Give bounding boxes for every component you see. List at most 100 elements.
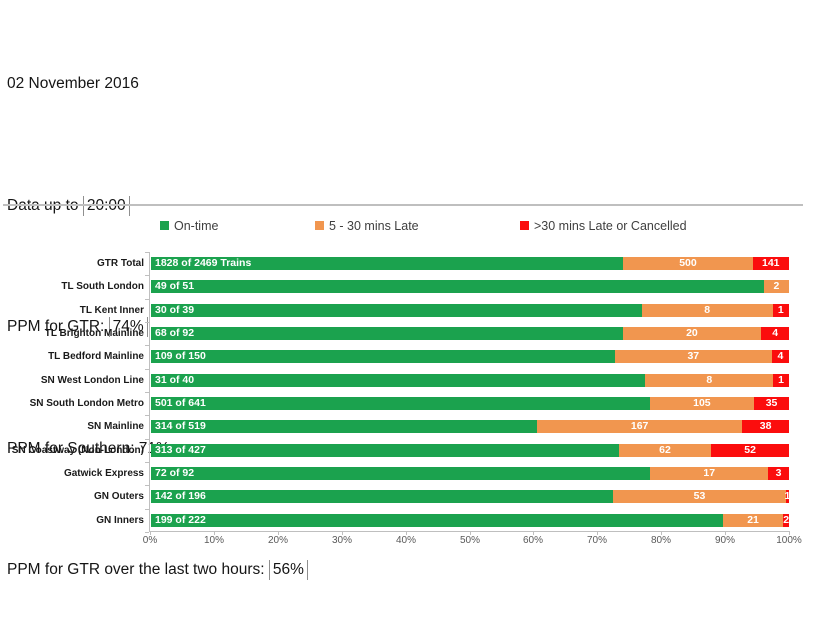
bar-value-label: 1828 of 2469 Trains <box>155 257 252 269</box>
bar-segment-late: 105 <box>649 397 755 410</box>
bar-value-label: 141 <box>761 257 780 269</box>
x-axis-tick <box>597 532 598 535</box>
category-tick <box>145 532 149 533</box>
bar-value-label: 49 of 51 <box>155 280 195 292</box>
bar-segment-cancelled: 1 <box>772 304 789 317</box>
bar-value-label: 1 <box>784 490 791 502</box>
date-line: 02 November 2016 <box>7 64 308 105</box>
category-tick <box>145 485 149 486</box>
ppm-gtr-field[interactable]: 74% <box>108 317 148 337</box>
bar-value-label: 1 <box>777 304 784 316</box>
bar-segment-late: 167 <box>536 420 743 433</box>
legend-swatch-icon <box>520 221 529 230</box>
category-label: SN South London Metro <box>29 398 144 409</box>
category-tick <box>145 369 149 370</box>
bar-segment-cancelled: 4 <box>761 327 789 340</box>
category-label: GN Inners <box>96 515 144 526</box>
bar-value-label: 30 of 39 <box>155 304 195 316</box>
category-label: GN Outers <box>93 491 144 502</box>
x-axis-tick <box>533 532 534 535</box>
bar-value-label: 142 of 196 <box>155 490 206 502</box>
bar-segment-late: 8 <box>641 304 773 317</box>
bar-value-label: 62 <box>659 444 671 456</box>
bar-value-label: 68 of 92 <box>155 327 195 339</box>
x-axis-tick <box>470 532 471 535</box>
bar-segment-on-time: 30 of 39 <box>151 304 642 317</box>
bar-value-label: 20 <box>686 327 698 339</box>
bar-segment-on-time: 142 of 196 <box>151 490 614 503</box>
bar-segment-cancelled: 3 <box>768 467 789 480</box>
x-axis-tick-label: 20% <box>267 535 289 546</box>
bar-value-label: 37 <box>687 350 700 362</box>
bar-segment-on-time: 501 of 641 <box>151 397 650 410</box>
ppm-gtr-line: PPM for GTR: 74% <box>7 307 308 348</box>
bar-value-label: 21 <box>747 514 759 526</box>
bar-segment-on-time: 313 of 427 <box>151 444 619 457</box>
bar-row: 1828 of 2469 Trains 500 141 <box>151 257 789 270</box>
bar-value-label: 2 <box>773 280 780 292</box>
legend-label: 5 - 30 mins Late <box>329 219 419 233</box>
category-tick <box>145 252 149 253</box>
bar-value-label: 53 <box>693 490 706 502</box>
bar-value-label: 8 <box>706 374 713 386</box>
bar-row: 313 of 427 62 52 <box>151 444 789 457</box>
category-tick <box>145 415 149 416</box>
category-tick <box>145 509 149 510</box>
x-axis-tick-label: 60% <box>522 535 544 546</box>
bar-segment-on-time: 1828 of 2469 Trains <box>151 257 624 270</box>
bar-value-label: 1 <box>778 374 784 386</box>
bar-segment-on-time: 72 of 92 <box>151 467 651 480</box>
category-tick <box>145 275 149 276</box>
bar-segment-on-time: 49 of 51 <box>151 280 764 293</box>
category-tick <box>145 439 149 440</box>
bar-value-label: 38 <box>759 420 772 432</box>
bar-value-label: 52 <box>744 444 756 456</box>
x-axis-tick-label: 10% <box>203 535 225 546</box>
bar-row: 31 of 40 8 1 <box>151 374 789 387</box>
ppm-gtr-2h-label: PPM for GTR over the last two hours: <box>7 561 269 578</box>
category-label: TL Kent Inner <box>79 305 144 316</box>
bar-value-label: 31 of 40 <box>155 374 195 386</box>
bar-segment-cancelled: 52 <box>711 444 789 457</box>
bar-value-label: 199 of 222 <box>155 514 206 526</box>
bar-segment-on-time: 314 of 519 <box>151 420 537 433</box>
category-tick <box>145 462 149 463</box>
category-label: TL South London <box>61 281 144 292</box>
date-text: 02 November 2016 <box>7 75 139 92</box>
bar-segment-cancelled: 2 <box>783 514 789 527</box>
bar-row: 49 of 51 2 <box>151 280 789 293</box>
bar-segment-on-time: 68 of 92 <box>151 327 623 340</box>
bar-row: 314 of 519 167 38 <box>151 420 789 433</box>
bar-row: 501 of 641 105 35 <box>151 397 789 410</box>
bar-segment-late: 17 <box>650 467 769 480</box>
bar-row: 142 of 196 53 1 <box>151 490 791 503</box>
x-axis-tick <box>661 532 662 535</box>
legend-swatch-icon <box>315 221 324 230</box>
y-axis-line <box>149 252 150 531</box>
legend-item-cancelled: >30 mins Late or Cancelled <box>520 219 687 233</box>
ppm-gtr-2h-line: PPM for GTR over the last two hours: 56% <box>7 550 308 591</box>
bar-value-label: 167 <box>630 420 649 432</box>
x-axis-tick <box>278 532 279 535</box>
x-axis-tick-label: 80% <box>650 535 672 546</box>
bar-segment-late: 37 <box>614 350 772 363</box>
ppm-gtr-2h-field[interactable]: 56% <box>268 560 308 580</box>
bar-value-label: 17 <box>703 467 716 479</box>
category-label: GTR Total <box>96 258 144 269</box>
bar-segment-late: 8 <box>645 374 774 387</box>
bar-segment-cancelled: 4 <box>771 350 789 363</box>
bar-segment-late: 62 <box>618 444 712 457</box>
bar-segment-late: 21 <box>722 514 784 527</box>
bar-value-label: 314 of 519 <box>155 420 206 432</box>
bar-segment-late: 500 <box>623 257 753 270</box>
x-axis-tick <box>406 532 407 535</box>
category-label: Gatwick Express <box>63 468 144 479</box>
bar-segment-cancelled: 1 <box>773 374 789 387</box>
x-axis-tick-label: 50% <box>459 535 481 546</box>
section-divider <box>3 204 803 206</box>
category-label: SN West London Line <box>40 375 144 386</box>
x-axis-tick <box>789 532 790 535</box>
bar-value-label: 72 of 92 <box>155 467 195 479</box>
x-axis-tick-label: 40% <box>395 535 417 546</box>
bar-value-label: 3 <box>775 467 782 479</box>
